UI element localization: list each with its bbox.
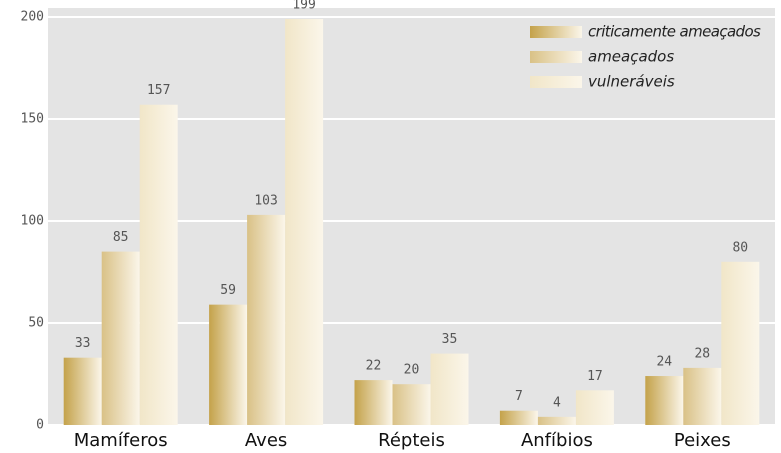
y-tick-label: 100 [21,214,44,229]
bar [537,416,576,425]
value-label: 28 [694,346,710,361]
y-tick-label: 200 [21,10,44,25]
value-label: 157 [147,83,170,98]
value-label: 20 [404,363,420,378]
bar [354,380,393,425]
value-label: 103 [254,193,277,208]
bar [575,390,614,425]
x-tick-label: Aves [245,430,287,451]
bar [63,357,102,425]
bar [285,19,324,425]
legend-label: ameaçados [588,48,674,66]
bar [101,251,140,425]
x-tick-label: Peixes [674,430,731,451]
bar [430,353,469,425]
bar [683,367,722,425]
bar [721,261,760,425]
x-tick-label: Anfíbios [521,430,593,451]
bar [139,104,178,425]
x-tick-label: Mamíferos [74,430,168,451]
legend-swatch [530,51,582,63]
value-label: 4 [553,395,561,410]
bar [247,214,286,425]
value-label: 7 [515,389,523,404]
value-label: 24 [656,355,672,370]
legend-label: criticamente ameaçados [588,23,761,41]
legend-label: vulneráveis [588,73,675,91]
x-tick-label: Répteis [378,430,445,451]
y-tick-label: 150 [21,112,44,127]
value-label: 35 [442,332,458,347]
y-tick-label: 50 [28,316,44,331]
value-label: 22 [366,359,382,374]
bar [499,410,538,425]
legend-swatch [530,76,582,88]
y-tick-label: 0 [36,418,44,433]
bar [392,384,431,425]
value-label: 17 [587,369,603,384]
value-label: 85 [113,230,129,245]
legend-swatch [530,26,582,38]
value-label: 33 [75,336,91,351]
value-label: 80 [732,240,748,255]
bar [209,304,248,425]
bar [645,376,684,425]
value-label: 199 [292,0,315,13]
value-label: 59 [220,283,236,298]
